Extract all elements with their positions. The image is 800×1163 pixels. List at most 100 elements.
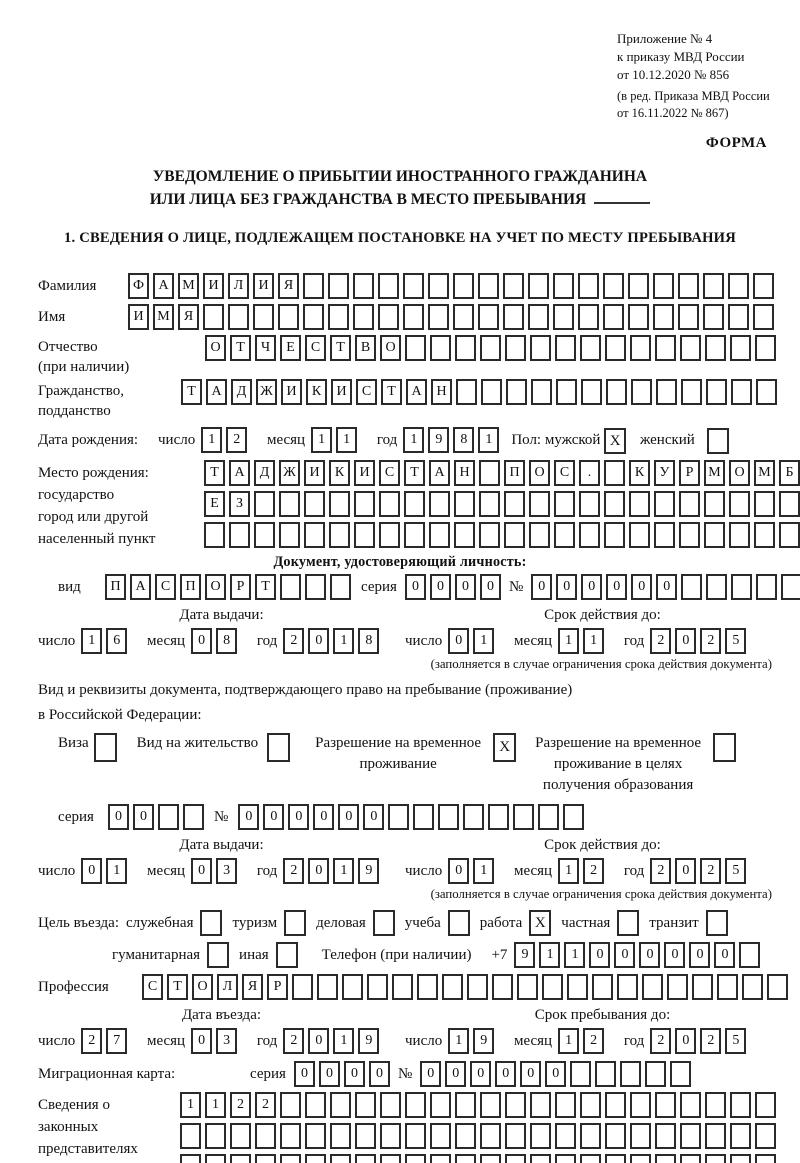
char-cell[interactable] [513,803,535,830]
temp-residence-checkbox[interactable]: X [493,732,517,762]
char-cell[interactable]: 1 [106,857,128,884]
char-cell[interactable] [229,521,250,548]
char-cell[interactable]: 1 [539,941,561,968]
char-cell[interactable]: 1 [558,1027,580,1054]
char-cell[interactable]: 0 [238,803,260,830]
char-cell[interactable] [203,304,224,330]
char-cell[interactable] [455,1153,476,1163]
char-cell[interactable]: Т [255,573,276,600]
char-cell[interactable]: В [355,335,376,361]
char-cell[interactable] [158,803,179,830]
char-cell[interactable]: . [579,459,600,486]
char-cell[interactable]: Я [278,273,299,299]
char-cell[interactable] [479,521,500,548]
char-cell[interactable] [479,490,500,517]
char-cell[interactable]: 2 [230,1091,251,1118]
char-cell[interactable] [404,490,425,517]
char-cell[interactable] [756,573,778,600]
char-cell[interactable] [529,490,550,517]
char-cell[interactable] [595,1060,617,1087]
char-cell[interactable] [731,379,752,405]
char-cell[interactable]: М [153,304,174,330]
char-cell[interactable] [380,1091,401,1118]
char-cell[interactable]: 9 [473,1027,495,1054]
char-cell[interactable] [631,379,652,405]
char-cell[interactable]: 8 [358,627,380,654]
char-cell[interactable] [706,573,728,600]
char-cell[interactable]: О [729,459,750,486]
char-cell[interactable]: 0 [318,1060,340,1087]
char-cell[interactable] [280,573,301,600]
char-cell[interactable]: 0 [664,941,686,968]
char-cell[interactable] [655,1091,676,1118]
char-cell[interactable] [730,335,751,361]
char-cell[interactable]: Р [267,973,288,1000]
char-cell[interactable] [755,1153,776,1163]
char-cell[interactable]: С [142,973,163,1000]
char-cell[interactable] [517,973,538,1000]
char-cell[interactable]: 0 [448,627,470,654]
char-cell[interactable] [467,973,488,1000]
char-cell[interactable]: 2 [583,857,605,884]
char-cell[interactable] [292,973,313,1000]
char-cell[interactable] [680,1153,701,1163]
char-cell[interactable] [703,304,724,330]
char-cell[interactable] [578,304,599,330]
char-cell[interactable] [705,1153,726,1163]
char-cell[interactable]: 1 [81,627,103,654]
char-cell[interactable] [480,1122,501,1149]
char-cell[interactable] [729,521,750,548]
birthplace-row3-boxes[interactable] [204,521,800,548]
char-cell[interactable] [304,521,325,548]
residence-permit-checkbox[interactable] [267,732,291,762]
char-cell[interactable] [379,521,400,548]
char-cell[interactable]: Д [231,379,252,405]
char-cell[interactable]: 0 [288,803,310,830]
char-cell[interactable] [329,490,350,517]
char-cell[interactable] [355,1122,376,1149]
char-cell[interactable]: 0 [714,941,736,968]
char-cell[interactable] [703,273,724,299]
char-cell[interactable] [505,335,526,361]
char-cell[interactable]: 9 [358,1027,380,1054]
char-cell[interactable] [455,335,476,361]
char-cell[interactable] [692,973,713,1000]
char-cell[interactable] [555,335,576,361]
char-cell[interactable] [405,1122,426,1149]
char-cell[interactable]: 0 [445,1060,467,1087]
char-cell[interactable] [680,1122,701,1149]
char-cell[interactable] [378,273,399,299]
char-cell[interactable]: Т [167,973,188,1000]
char-cell[interactable]: 1 [583,627,605,654]
visa-checkbox[interactable] [93,732,117,762]
char-cell[interactable]: 1 [333,857,355,884]
char-cell[interactable] [405,335,426,361]
char-cell[interactable] [754,521,775,548]
char-cell[interactable]: 0 [520,1060,542,1087]
char-cell[interactable] [456,379,477,405]
char-cell[interactable] [330,1153,351,1163]
char-cell[interactable]: 0 [308,627,330,654]
char-cell[interactable] [479,459,500,486]
char-cell[interactable]: С [155,573,176,600]
char-cell[interactable] [504,521,525,548]
char-cell[interactable] [330,1091,351,1118]
char-cell[interactable]: 2 [81,1027,103,1054]
char-cell[interactable] [480,1153,501,1163]
char-cell[interactable]: У [654,459,675,486]
char-cell[interactable] [620,1060,642,1087]
char-cell[interactable]: 1 [558,857,580,884]
char-cell[interactable]: 0 [495,1060,517,1087]
char-cell[interactable]: 0 [639,941,661,968]
char-cell[interactable] [529,521,550,548]
char-cell[interactable]: 1 [311,427,333,453]
char-cell[interactable] [605,335,626,361]
char-cell[interactable] [403,304,424,330]
